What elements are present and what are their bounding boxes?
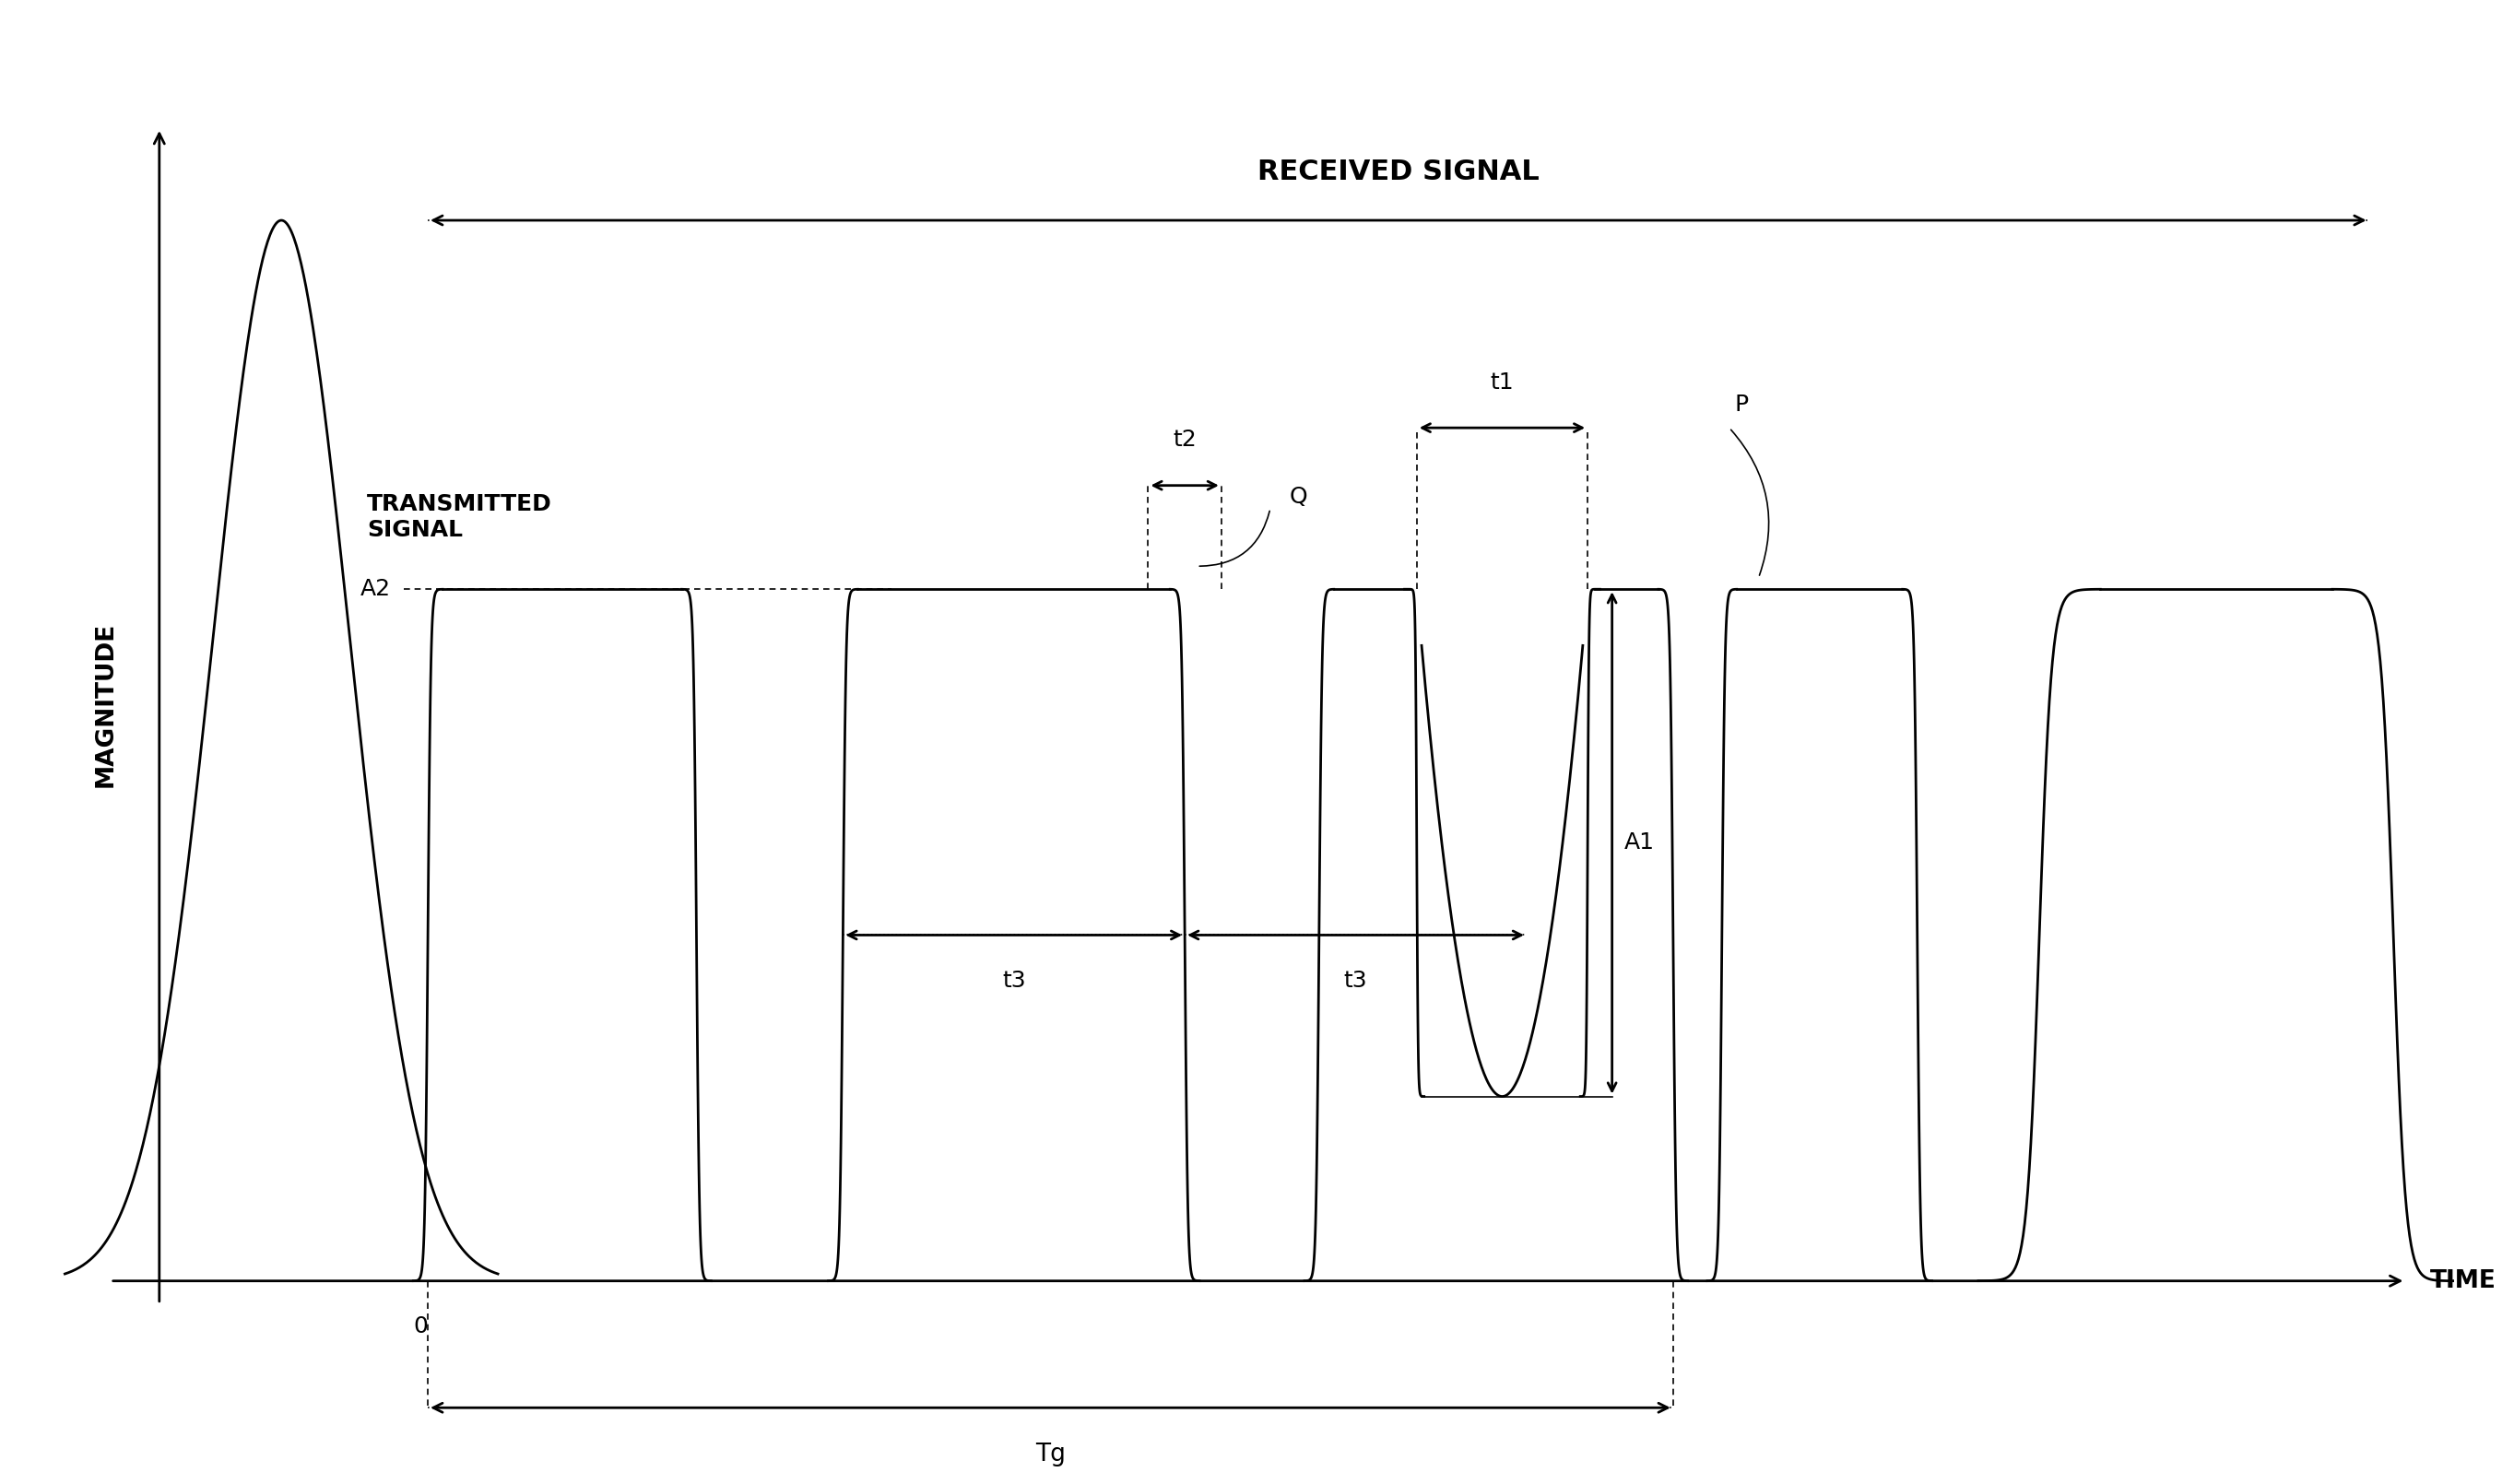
Text: P: P xyxy=(1735,393,1747,416)
Text: Q: Q xyxy=(1290,485,1307,508)
Text: t2: t2 xyxy=(1174,429,1197,451)
Text: t1: t1 xyxy=(1491,371,1513,393)
Text: TRANSMITTED
SIGNAL: TRANSMITTED SIGNAL xyxy=(367,493,553,542)
Text: TIME: TIME xyxy=(2431,1269,2496,1293)
Text: RECEIVED SIGNAL: RECEIVED SIGNAL xyxy=(1257,159,1539,186)
Text: A1: A1 xyxy=(1624,831,1654,853)
Text: MAGNITUDE: MAGNITUDE xyxy=(93,622,118,787)
Text: A2: A2 xyxy=(360,579,392,601)
Text: t3: t3 xyxy=(1003,969,1026,991)
Text: t3: t3 xyxy=(1345,969,1368,991)
Text: 0: 0 xyxy=(412,1315,427,1337)
Text: Tg: Tg xyxy=(1036,1442,1066,1466)
